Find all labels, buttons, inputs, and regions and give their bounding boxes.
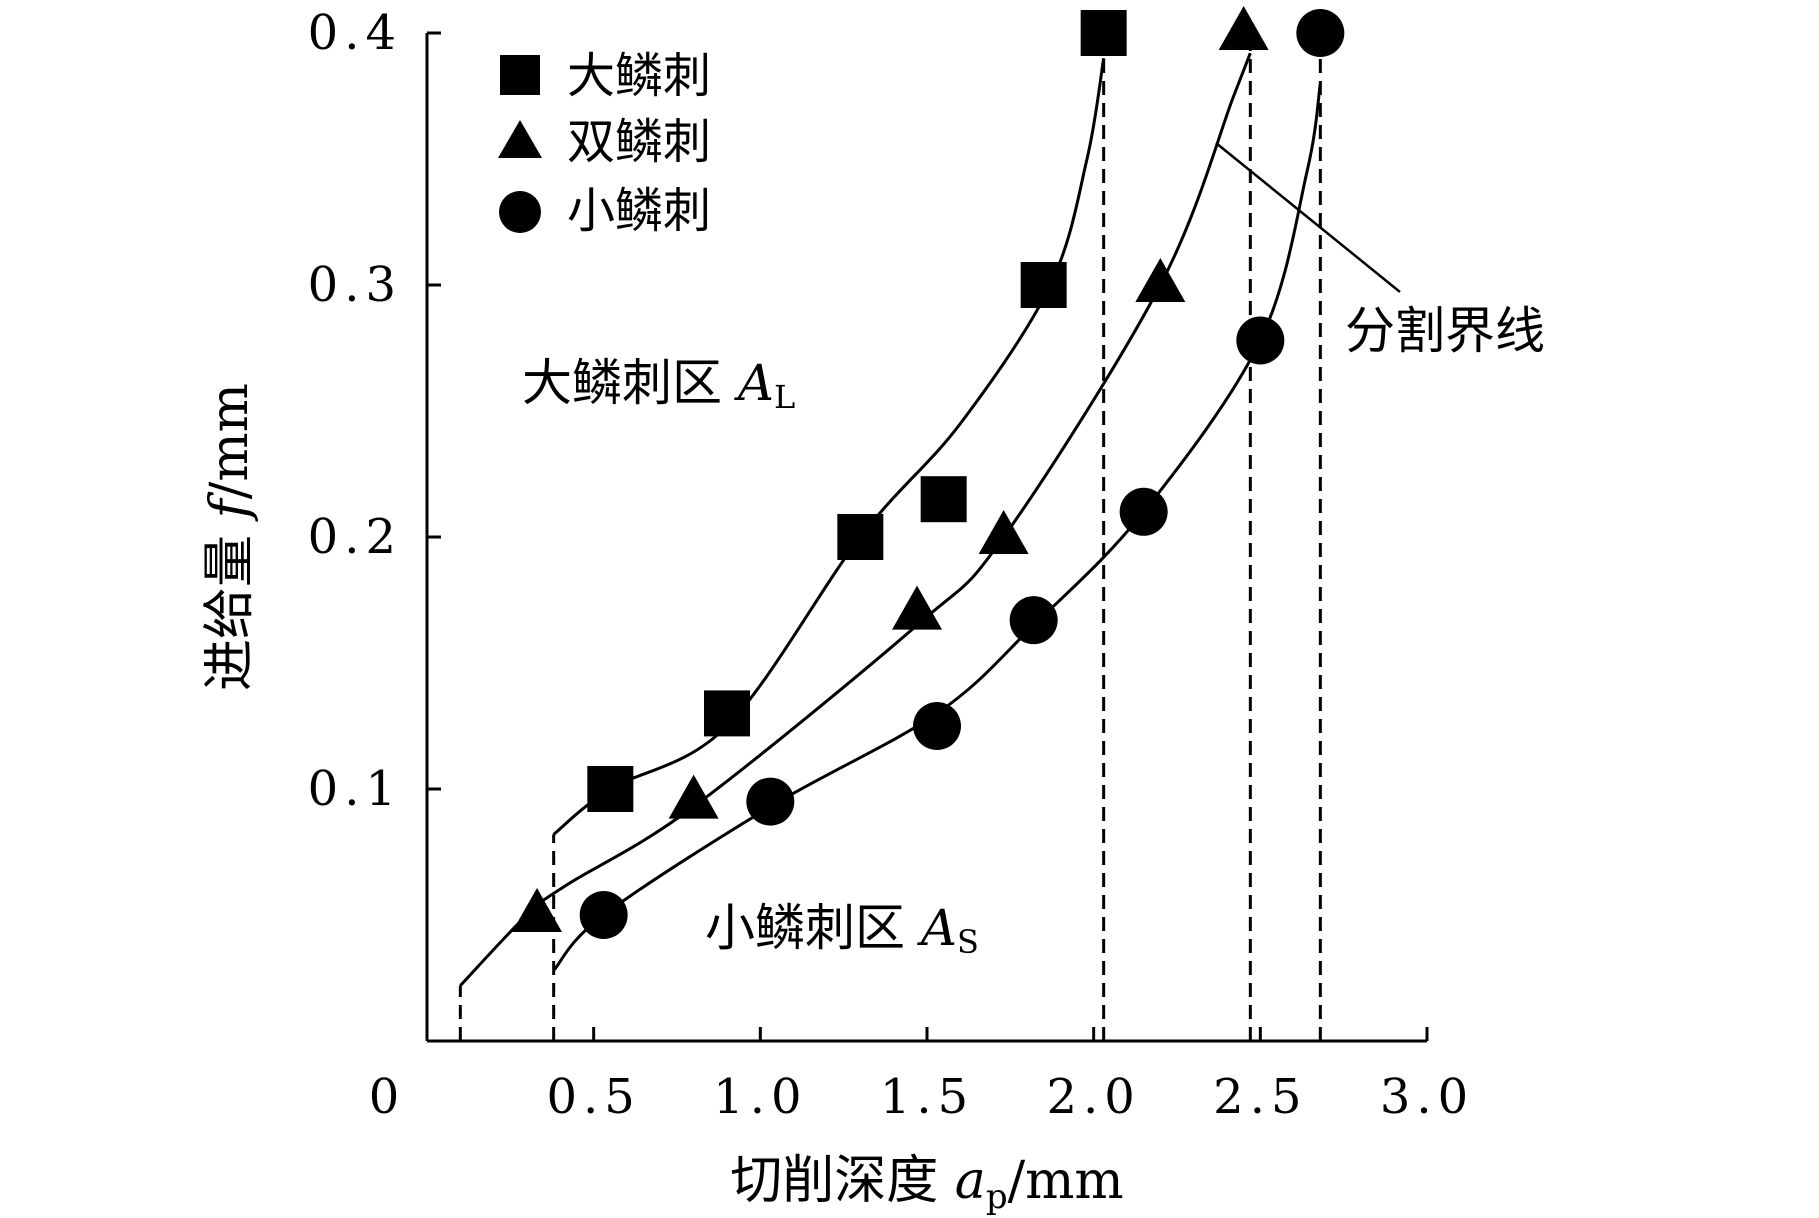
data-point-square bbox=[587, 766, 634, 812]
data-point-circle bbox=[1296, 9, 1345, 57]
data-point-triangle bbox=[1218, 6, 1269, 50]
data-point-triangle bbox=[978, 510, 1029, 554]
data-point-circle bbox=[913, 702, 961, 750]
y-tick-label: 0.3 bbox=[308, 257, 402, 313]
y-axis-label-prefix: 进给量 bbox=[200, 518, 260, 691]
x-tick-label: 2.5 bbox=[1213, 1069, 1307, 1125]
large-scale-region-label: 大鳞刺区 AL bbox=[522, 354, 795, 416]
data-point-square bbox=[920, 476, 967, 523]
legend-circle-icon bbox=[499, 191, 541, 233]
legend-triangle-icon bbox=[498, 120, 542, 158]
y-tick-label: 0.2 bbox=[308, 509, 402, 565]
legend-label-large-scale: 大鳞刺 bbox=[567, 48, 711, 104]
data-point-square bbox=[1020, 262, 1067, 308]
small-scale-region-label: 小鳞刺区 AS bbox=[705, 899, 979, 961]
y-axis-ticks: 0.1 0.2 0.3 0.4 bbox=[308, 5, 441, 817]
data-point-triangle bbox=[668, 774, 719, 819]
data-point-circle bbox=[746, 777, 795, 826]
y-axis-label: 进给量 f/mm bbox=[200, 383, 260, 691]
boundary-curve bbox=[459, 52, 1252, 987]
data-markers bbox=[512, 6, 1345, 939]
y-tick-label: 0.1 bbox=[308, 761, 402, 817]
boundary-curve bbox=[552, 57, 1106, 836]
x-axis-ticks: 0 0.5 1.0 1.5 2.0 2.5 3.0 bbox=[369, 1027, 1474, 1125]
y-axis-label-unit: /mm bbox=[200, 383, 260, 499]
x-tick-label: 1.0 bbox=[713, 1069, 807, 1125]
large-scale-region-symbol: A bbox=[734, 354, 774, 412]
data-point-triangle bbox=[892, 585, 942, 630]
x-axis-label-symbol: a bbox=[955, 1151, 986, 1211]
legend: 大鳞刺 双鳞刺 小鳞刺 bbox=[498, 48, 711, 239]
data-point-triangle bbox=[1135, 258, 1186, 302]
x-tick-label: 2.0 bbox=[1046, 1069, 1140, 1125]
x-axis-label: 切削深度 ap/mm bbox=[730, 1151, 1123, 1217]
x-tick-label: 1.5 bbox=[880, 1069, 974, 1125]
legend-label-small-scale: 小鳞刺 bbox=[567, 183, 711, 239]
small-scale-region-symbol: A bbox=[917, 899, 957, 957]
y-axis: 0.1 0.2 0.3 0.4 进给量 f/mm bbox=[200, 5, 441, 1041]
x-axis-label-subscript: p bbox=[986, 1177, 1008, 1217]
data-point-circle bbox=[1236, 316, 1285, 365]
x-tick-label: 3.0 bbox=[1380, 1069, 1474, 1125]
dashed-boundary-lines bbox=[458, 33, 1322, 1041]
x-tick-label: 0.5 bbox=[546, 1069, 640, 1125]
data-point-circle bbox=[1119, 487, 1168, 536]
x-axis-label-unit: /mm bbox=[1008, 1151, 1124, 1211]
data-point-triangle bbox=[512, 888, 562, 932]
x-tick-label: 0 bbox=[369, 1069, 406, 1125]
data-point-square bbox=[837, 514, 884, 560]
boundary-line-label: 分割界线 bbox=[1345, 302, 1545, 360]
data-point-square bbox=[1080, 10, 1127, 56]
legend-square-icon bbox=[500, 55, 540, 95]
y-tick-label: 0.4 bbox=[308, 5, 402, 61]
large-scale-region-subscript: L bbox=[774, 378, 795, 416]
legend-label-double-scale: 双鳞刺 bbox=[567, 114, 711, 170]
boundary-label-leader-line bbox=[1215, 142, 1401, 293]
x-axis-label-prefix: 切削深度 bbox=[730, 1151, 955, 1211]
x-axis: 0 0.5 1.0 1.5 2.0 2.5 3.0 切削深度 ap/mm bbox=[369, 1027, 1474, 1217]
small-scale-region-subscript: S bbox=[957, 923, 979, 961]
data-point-square bbox=[704, 690, 750, 737]
large-scale-region-text: 大鳞刺区 bbox=[522, 354, 738, 412]
data-point-circle bbox=[1009, 596, 1058, 645]
small-scale-region-text: 小鳞刺区 bbox=[705, 899, 921, 957]
data-point-circle bbox=[579, 891, 628, 939]
